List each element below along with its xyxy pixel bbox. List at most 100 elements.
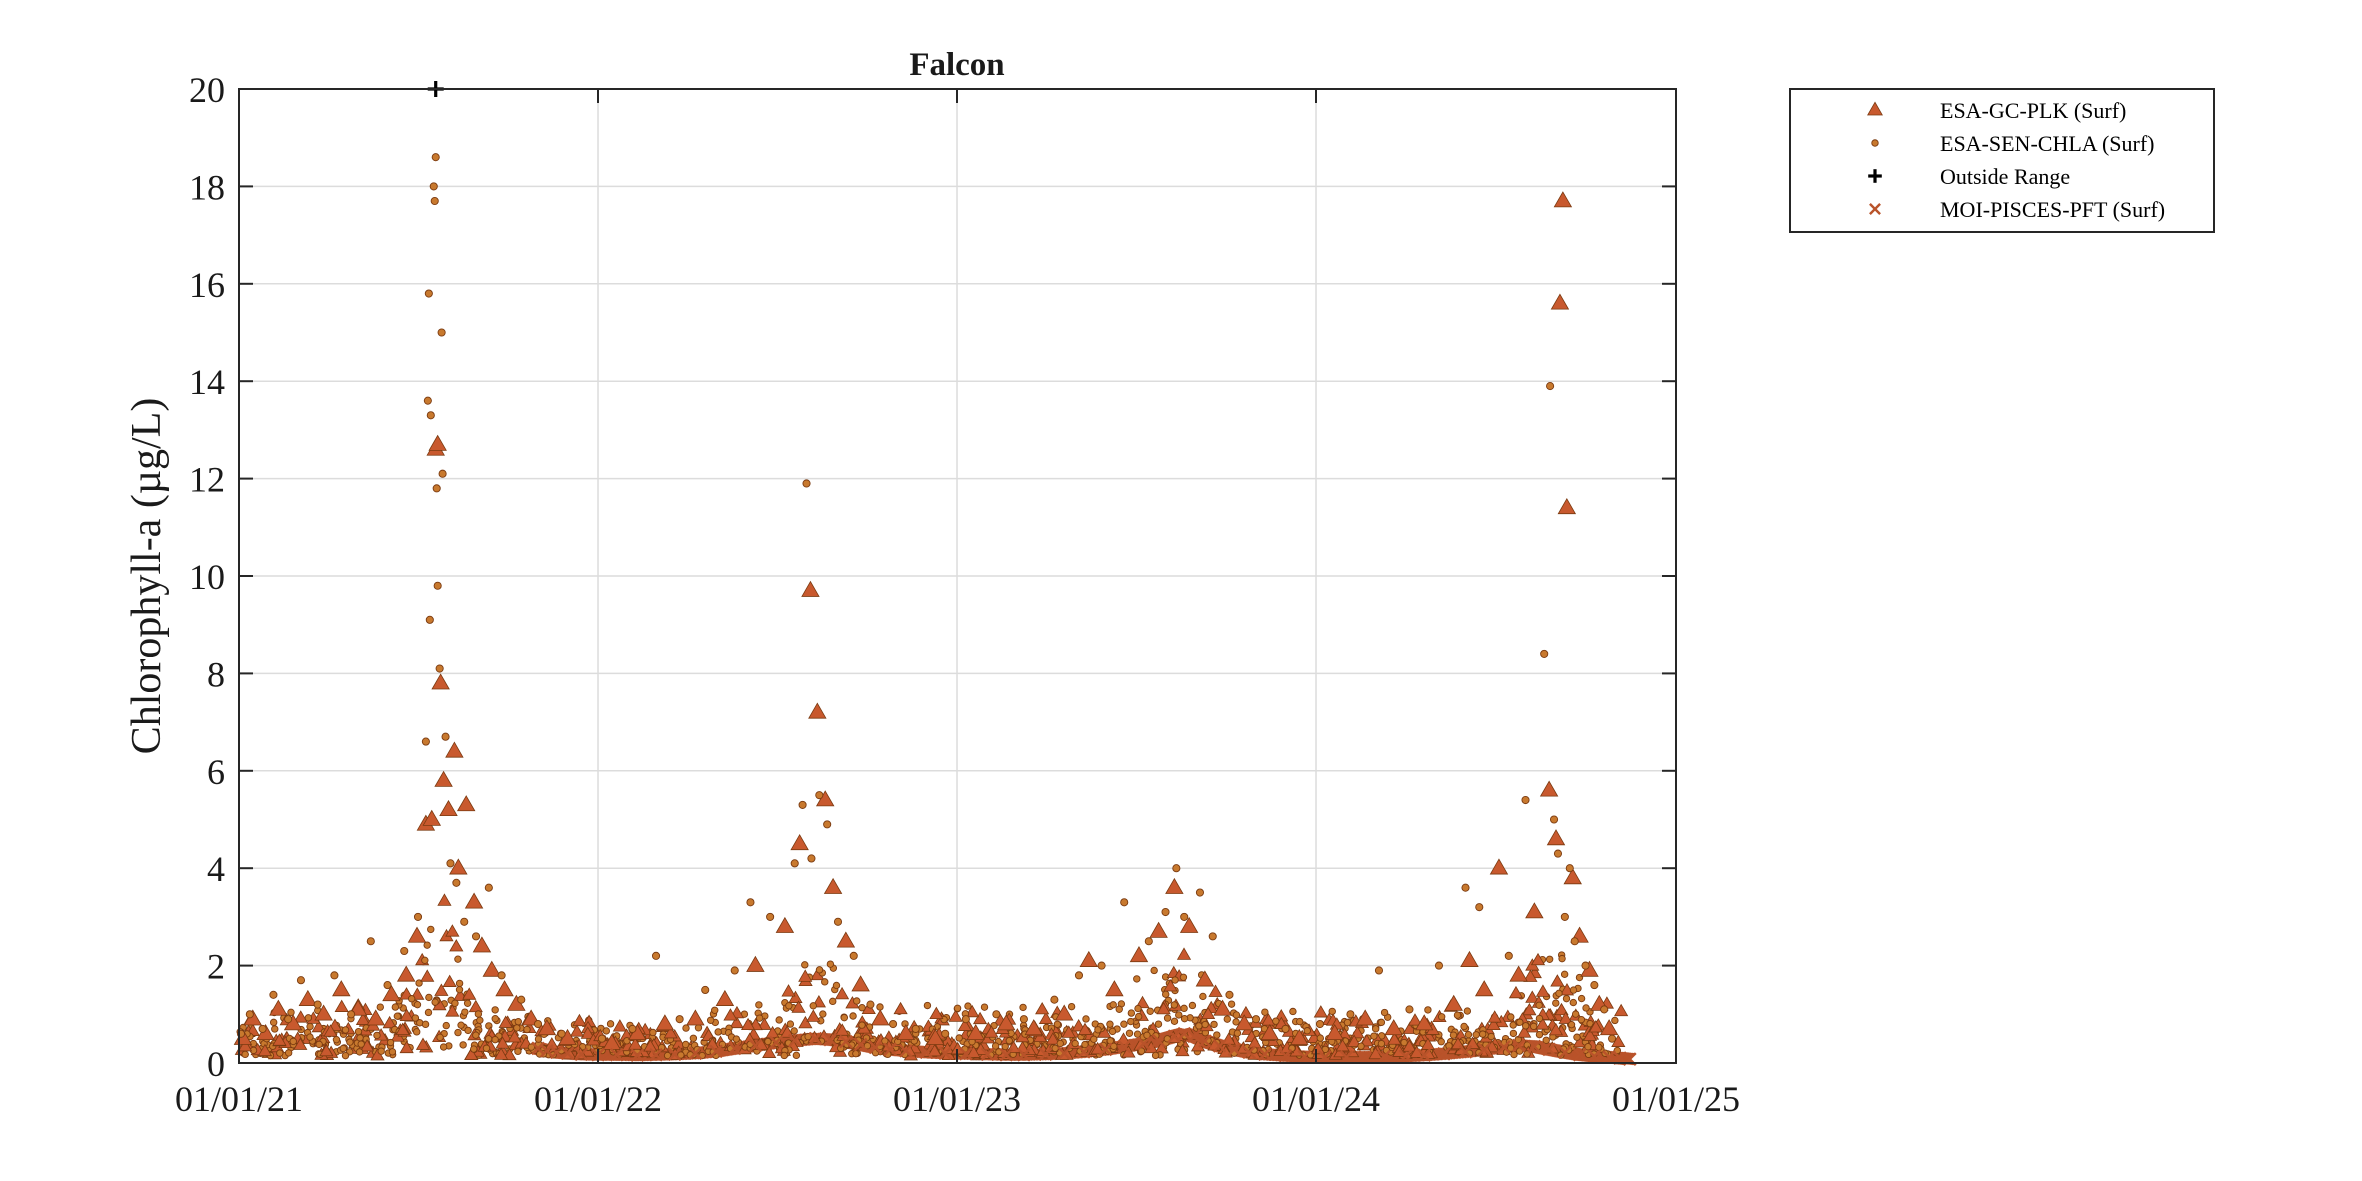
plk-sample-point: [663, 1025, 678, 1039]
sen-sample-point: [786, 1020, 795, 1028]
y-tick-label: 4: [207, 849, 225, 889]
sen-sample-point: [1227, 1000, 1236, 1008]
sen-point: [435, 664, 444, 673]
sen-point: [557, 1029, 566, 1038]
sen-point: [1504, 951, 1513, 960]
sen-sample-point: [1082, 1015, 1090, 1023]
sen-sample-point: [682, 1024, 690, 1032]
pisces-point: [667, 1047, 682, 1062]
sen-sample-point: [491, 1035, 499, 1044]
sen-sample-point: [1150, 966, 1158, 975]
plk-sample-point: [1530, 952, 1546, 966]
plk-sample-point: [1508, 985, 1524, 999]
plk-sample-point: [1550, 974, 1565, 987]
sen-sample-point: [1400, 1038, 1408, 1047]
sen-sample-point: [1056, 1039, 1064, 1048]
pisces-point: [1258, 1047, 1272, 1062]
pisces-point: [899, 1043, 913, 1058]
sen-point: [1553, 849, 1563, 858]
pisces-point: [1497, 1040, 1511, 1054]
sen-sample-point: [1090, 1035, 1098, 1043]
plk-point: [1054, 1004, 1074, 1021]
sen-sample-point: [1586, 1019, 1594, 1028]
plk-point: [449, 858, 468, 875]
sen-sample-point: [457, 1021, 465, 1029]
plk-sample-point: [972, 1011, 988, 1025]
plk-point: [1195, 970, 1215, 987]
plk-sample-point: [1176, 947, 1192, 960]
pisces-point: [1458, 1044, 1473, 1059]
sen-sample-point: [1199, 992, 1207, 1001]
plk-sample-point: [464, 1047, 479, 1060]
pisces-point: [823, 1032, 837, 1047]
sen-sample-point: [1535, 1001, 1543, 1009]
plk-point: [1234, 1014, 1254, 1031]
plk-sample-point: [791, 1000, 806, 1013]
plk-point: [1550, 293, 1570, 310]
sen-point: [849, 951, 858, 960]
pisces-point: [1339, 1050, 1354, 1065]
sen-point: [833, 917, 843, 926]
sen-point: [245, 1010, 254, 1019]
plk-point: [1149, 921, 1168, 938]
sen-sample-point: [306, 1033, 314, 1041]
legend-marker-plus: [1868, 169, 1882, 183]
sen-point: [1315, 1019, 1324, 1029]
sen-sample-point: [1424, 1006, 1432, 1014]
sen-sample-point: [780, 1051, 788, 1060]
sen-sample-point: [1303, 1027, 1311, 1035]
plk-sample-point: [445, 924, 460, 937]
plk-sample-point: [449, 939, 464, 952]
sen-sample-point: [1019, 1003, 1027, 1012]
plk-sample-point: [1208, 984, 1223, 997]
sen-sample-point: [1232, 1011, 1241, 1019]
y-tick-label: 20: [189, 70, 225, 110]
y-tick-label: 12: [189, 460, 225, 500]
sen-point: [766, 912, 775, 921]
y-tick-label: 6: [207, 752, 225, 792]
plk-point: [1165, 877, 1184, 894]
sen-sample-point: [1577, 994, 1586, 1003]
sen-point: [1050, 995, 1059, 1004]
sen-sample-point: [1380, 1008, 1389, 1017]
sen-point: [1546, 382, 1555, 391]
sen-point: [258, 1024, 267, 1033]
sen-sample-point: [474, 1010, 483, 1018]
plk-sample-point: [495, 1036, 510, 1049]
sen-sample-point: [341, 1051, 350, 1060]
plk-sample-point: [612, 1019, 627, 1032]
sen-sample-point: [341, 1026, 350, 1034]
sen-sample-point: [1582, 1004, 1590, 1012]
sen-sample-point: [527, 1043, 536, 1051]
sen-point: [426, 411, 435, 420]
plk-sample-point: [399, 1040, 414, 1054]
legend-marker-circle: [1871, 139, 1879, 147]
sen-point: [889, 1019, 898, 1029]
plk-point: [1539, 780, 1559, 797]
sen-point: [941, 1029, 950, 1038]
pisces-point: [1017, 1047, 1031, 1062]
sen-sample-point: [1372, 1025, 1380, 1033]
sen-sample-point: [1170, 1017, 1179, 1026]
sen-sample-point: [1558, 954, 1566, 963]
sen-sample-point: [1081, 1040, 1089, 1049]
plk-sample-point: [957, 1018, 972, 1031]
plk-sample-point: [319, 1043, 334, 1057]
sen-sample-point: [393, 1012, 402, 1020]
plk-sample-point: [1523, 969, 1538, 982]
sen-sample-point: [764, 1037, 772, 1046]
sen-sample-point: [1115, 1005, 1123, 1013]
pisces-point: [1572, 1047, 1587, 1062]
sen-sample-point: [955, 1034, 963, 1042]
sen-point: [383, 981, 392, 990]
sen-point: [866, 1000, 875, 1009]
sen-point: [1374, 966, 1384, 975]
sen-sample-point: [1577, 1015, 1586, 1024]
sen-sample-point: [454, 1028, 462, 1037]
sen-sample-point: [491, 1015, 499, 1023]
plk-point: [407, 926, 427, 943]
sen-sample-point: [1460, 1022, 1468, 1031]
pisces-point: [1212, 1039, 1227, 1053]
sen-sample-point: [815, 966, 824, 974]
sen-sample-point: [1051, 1044, 1059, 1053]
